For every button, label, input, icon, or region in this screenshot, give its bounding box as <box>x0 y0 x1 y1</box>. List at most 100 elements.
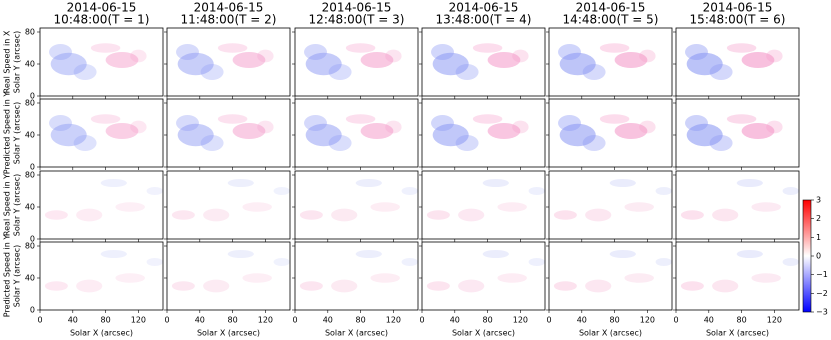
panel-frame <box>548 98 673 168</box>
field-blob <box>273 258 290 266</box>
field-blob <box>100 179 127 187</box>
x-tick-label: 120 <box>258 316 273 325</box>
panel-bg <box>422 99 545 167</box>
panel <box>419 170 546 242</box>
field-blob <box>582 64 606 80</box>
x-axis-label: Solar X (arcsec) <box>579 329 642 338</box>
x-tick-label: 120 <box>767 316 782 325</box>
panel-bg <box>295 242 418 310</box>
field-blob <box>355 179 382 187</box>
panel-bg <box>676 28 799 96</box>
panel-bg <box>549 99 672 167</box>
panel-bg <box>40 171 163 239</box>
panel-bg <box>676 99 799 167</box>
panel <box>292 98 419 170</box>
panel-frame <box>294 241 419 311</box>
field-blob <box>177 52 214 76</box>
field-blob <box>257 120 274 134</box>
field-blob <box>305 123 342 147</box>
panel-bg <box>676 242 799 310</box>
field-blob <box>44 281 68 291</box>
field-blob <box>680 281 704 291</box>
x-tick-label: 0 <box>292 316 297 325</box>
panel-bg <box>295 99 418 167</box>
field-blob <box>782 187 799 195</box>
x-tick-label: 120 <box>640 316 655 325</box>
field-blob <box>299 210 323 220</box>
panel-bg <box>422 242 545 310</box>
field-blob <box>559 52 596 76</box>
field-blob <box>257 49 274 63</box>
field-blob <box>331 279 358 293</box>
field-blob <box>782 258 799 266</box>
field-blob <box>305 52 342 76</box>
field-blob <box>487 123 521 139</box>
panel-frame <box>39 241 164 311</box>
field-blob <box>90 114 121 124</box>
field-blob <box>599 43 630 53</box>
field-blob <box>751 273 781 283</box>
field-blob <box>146 258 163 266</box>
field-blob <box>242 202 272 212</box>
x-tick-label: 120 <box>386 316 401 325</box>
x-tick-label: 80 <box>610 316 620 325</box>
field-blob <box>401 258 418 266</box>
colorbar-tick-label: 3 <box>816 196 821 205</box>
panel-bg <box>40 99 163 167</box>
y-tick-label: 80 <box>25 99 35 108</box>
field-blob <box>426 281 450 291</box>
panel-frame <box>294 170 419 240</box>
panel-frame <box>166 241 291 311</box>
panel-frame <box>166 98 291 168</box>
field-blob <box>49 115 72 131</box>
field-blob <box>217 43 248 53</box>
field-blob <box>200 135 224 151</box>
field-blob <box>115 273 145 283</box>
field-blob <box>130 120 147 134</box>
field-blob <box>76 279 103 293</box>
x-tick-label: 80 <box>737 316 747 325</box>
x-tick-label: 0 <box>37 316 42 325</box>
panel-bg <box>167 99 290 167</box>
field-blob <box>73 64 97 80</box>
field-blob <box>385 120 402 134</box>
y-axis-label: Solar Y (arcsec) <box>13 245 22 308</box>
y-tick-label: 0 <box>30 306 35 315</box>
x-axis-label: Solar X (arcsec) <box>325 329 388 338</box>
x-tick-label: 40 <box>704 316 714 325</box>
field-blob <box>712 208 739 222</box>
field-blob <box>115 202 145 212</box>
column-title-time: 10:48:00(T = 1) <box>54 13 150 27</box>
field-blob <box>76 208 103 222</box>
x-tick-label: 0 <box>546 316 551 325</box>
field-blob <box>49 44 72 60</box>
panel-bg <box>295 28 418 96</box>
field-blob <box>582 135 606 151</box>
panel-bg <box>295 171 418 239</box>
panel-frame <box>675 241 800 311</box>
column-title-time: 15:48:00(T = 6) <box>690 13 786 27</box>
y-tick-label: 40 <box>25 60 35 69</box>
panel <box>673 170 800 242</box>
panel <box>419 98 546 170</box>
panel-bg <box>167 171 290 239</box>
x-tick-label: 80 <box>483 316 493 325</box>
row-label: Predicted Speed in Y <box>3 92 12 175</box>
field-blob <box>685 115 708 131</box>
field-blob <box>726 114 757 124</box>
column-title-date: 2014-06-15 <box>67 1 137 15</box>
field-blob <box>227 179 254 187</box>
panel-bg <box>422 171 545 239</box>
panel-bg <box>40 242 163 310</box>
field-blob <box>146 187 163 195</box>
colorbar-tick-label: −1 <box>816 270 828 279</box>
field-blob <box>203 279 230 293</box>
y-tick-label: 40 <box>25 131 35 140</box>
field-blob <box>614 52 648 68</box>
row-label: Real Speed in Y <box>3 174 12 236</box>
field-blob <box>712 279 739 293</box>
field-blob <box>614 123 648 139</box>
x-tick-label: 120 <box>513 316 528 325</box>
panel-bg <box>167 28 290 96</box>
field-blob <box>105 52 139 68</box>
